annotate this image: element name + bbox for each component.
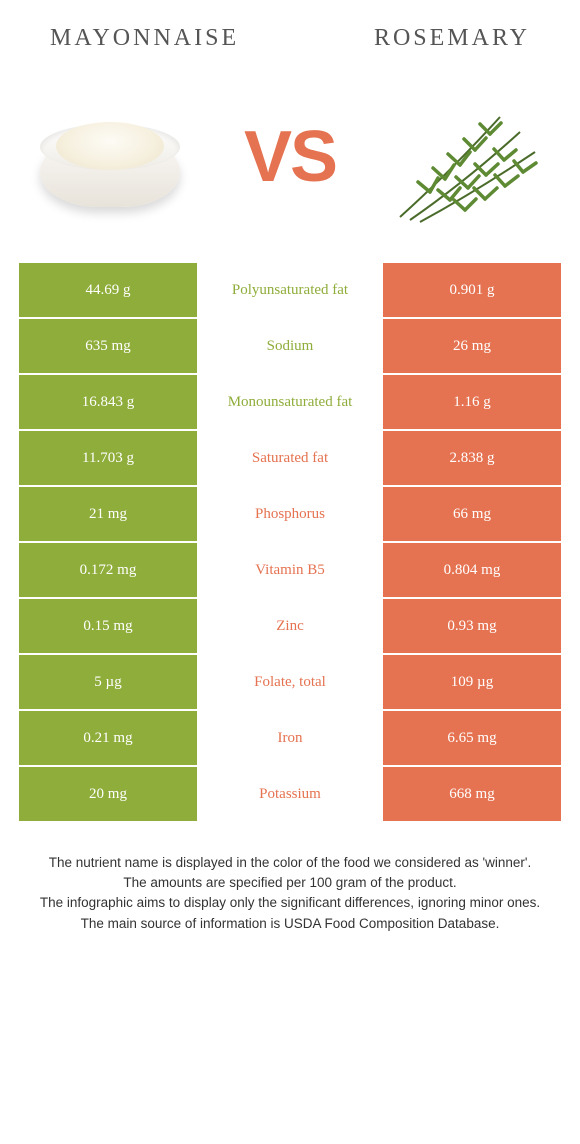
table-row: 16.843 gMonounsaturated fat1.16 g <box>18 374 562 430</box>
header: MAYONNAISE ROSEMARY <box>0 0 580 62</box>
right-value: 1.16 g <box>382 374 562 430</box>
nutrient-name: Sodium <box>198 318 382 374</box>
nutrient-name: Vitamin B5 <box>198 542 382 598</box>
nutrient-name: Zinc <box>198 598 382 654</box>
right-value: 668 mg <box>382 766 562 822</box>
vs-label: VS <box>244 116 336 198</box>
rosemary-image <box>380 82 560 232</box>
table-row: 0.15 mgZinc0.93 mg <box>18 598 562 654</box>
right-value: 109 µg <box>382 654 562 710</box>
right-value: 2.838 g <box>382 430 562 486</box>
nutrient-name: Monounsaturated fat <box>198 374 382 430</box>
left-value: 0.21 mg <box>18 710 198 766</box>
nutrient-name: Potassium <box>198 766 382 822</box>
footer-notes: The nutrient name is displayed in the co… <box>0 822 580 933</box>
left-food-title: MAYONNAISE <box>50 25 239 52</box>
table-row: 0.21 mgIron6.65 mg <box>18 710 562 766</box>
table-row: 635 mgSodium26 mg <box>18 318 562 374</box>
table-row: 5 µgFolate, total109 µg <box>18 654 562 710</box>
footer-line: The main source of information is USDA F… <box>30 915 550 933</box>
left-value: 0.15 mg <box>18 598 198 654</box>
footer-line: The amounts are specified per 100 gram o… <box>30 874 550 892</box>
table-row: 21 mgPhosphorus66 mg <box>18 486 562 542</box>
nutrient-name: Iron <box>198 710 382 766</box>
nutrient-name: Saturated fat <box>198 430 382 486</box>
table-row: 20 mgPotassium668 mg <box>18 766 562 822</box>
left-value: 0.172 mg <box>18 542 198 598</box>
left-value: 635 mg <box>18 318 198 374</box>
table-row: 11.703 gSaturated fat2.838 g <box>18 430 562 486</box>
left-value: 20 mg <box>18 766 198 822</box>
right-value: 0.901 g <box>382 262 562 318</box>
mayonnaise-image <box>20 82 200 232</box>
footer-line: The infographic aims to display only the… <box>30 894 550 912</box>
table-row: 0.172 mgVitamin B50.804 mg <box>18 542 562 598</box>
left-value: 5 µg <box>18 654 198 710</box>
nutrient-name: Folate, total <box>198 654 382 710</box>
footer-line: The nutrient name is displayed in the co… <box>30 854 550 872</box>
right-value: 6.65 mg <box>382 710 562 766</box>
right-food-title: ROSEMARY <box>374 25 530 52</box>
right-value: 66 mg <box>382 486 562 542</box>
images-row: VS <box>0 62 580 262</box>
right-value: 26 mg <box>382 318 562 374</box>
right-value: 0.93 mg <box>382 598 562 654</box>
table-row: 44.69 gPolyunsaturated fat0.901 g <box>18 262 562 318</box>
left-value: 21 mg <box>18 486 198 542</box>
right-value: 0.804 mg <box>382 542 562 598</box>
comparison-table: 44.69 gPolyunsaturated fat0.901 g635 mgS… <box>18 262 562 822</box>
nutrient-name: Phosphorus <box>198 486 382 542</box>
nutrient-name: Polyunsaturated fat <box>198 262 382 318</box>
left-value: 11.703 g <box>18 430 198 486</box>
left-value: 16.843 g <box>18 374 198 430</box>
left-value: 44.69 g <box>18 262 198 318</box>
